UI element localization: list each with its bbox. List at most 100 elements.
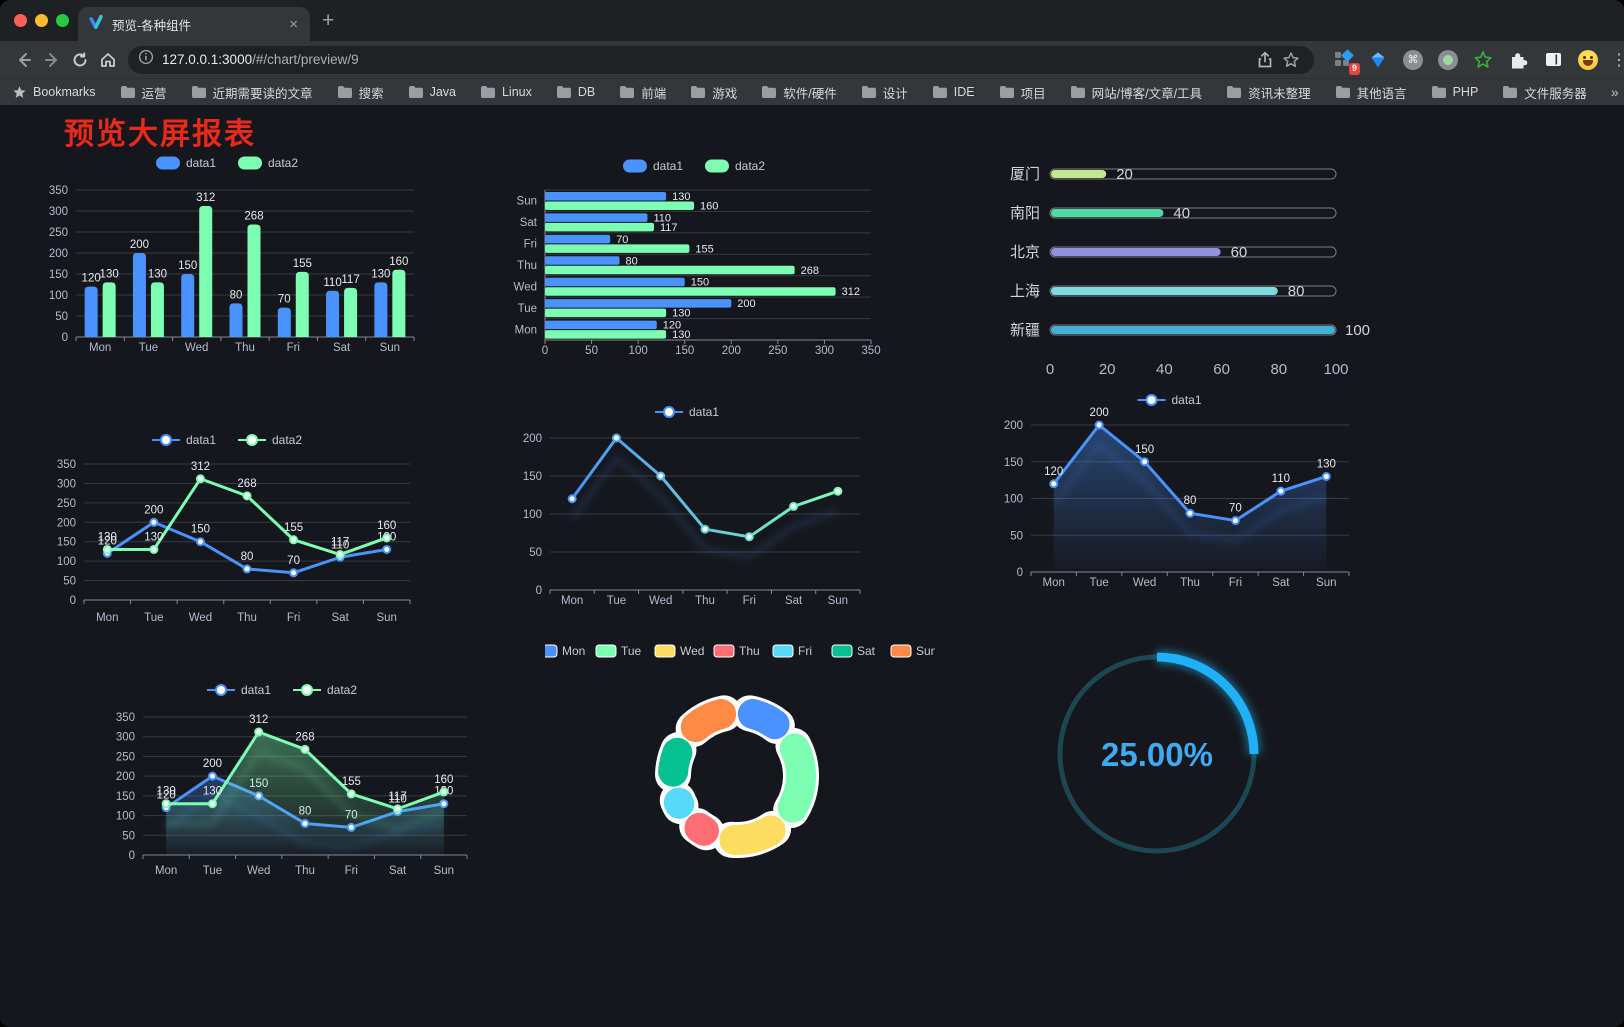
bookmark-folder[interactable]: 网站/博客/文章/工具 (1070, 83, 1202, 102)
bookmark-folder[interactable]: Java (408, 85, 456, 99)
svg-text:350: 350 (49, 185, 68, 197)
svg-text:200: 200 (57, 517, 76, 529)
svg-text:100: 100 (523, 509, 542, 521)
svg-text:50: 50 (1010, 530, 1023, 542)
svg-text:120: 120 (82, 273, 101, 285)
svg-text:data2: data2 (327, 683, 357, 697)
zoom-window-button[interactable] (56, 14, 69, 27)
tab-manager-extension-icon[interactable]: 9 (1332, 48, 1360, 75)
svg-text:100: 100 (49, 290, 68, 302)
bookmark-folder[interactable]: 前端 (619, 83, 666, 102)
forward-icon[interactable] (38, 46, 66, 74)
svg-text:data1: data1 (653, 159, 683, 173)
svg-text:80: 80 (241, 551, 254, 563)
svg-text:Sat: Sat (332, 612, 350, 624)
tab-title: 预览-各种组件 (112, 18, 192, 33)
svg-text:200: 200 (737, 298, 755, 310)
emoji-extension-icon[interactable] (1577, 49, 1599, 71)
bookmark-folder-label: 文件服务器 (1524, 86, 1587, 101)
command-extension-icon[interactable]: ⌘ (1402, 49, 1424, 71)
svg-text:0: 0 (1017, 567, 1023, 579)
gem-extension-icon[interactable] (1367, 49, 1389, 71)
chart-grouped-bar: Mon Tue Wed Thu Fri Sat Sun 0 50 100 150 200 250 300 3… (30, 148, 428, 360)
svg-text:Tue: Tue (518, 303, 537, 315)
svg-text:Thu: Thu (1180, 577, 1200, 589)
bookmark-folder[interactable]: 搜索 (337, 83, 384, 102)
svg-text:Tue: Tue (144, 612, 163, 624)
bookmark-folder[interactable]: 游戏 (690, 83, 737, 102)
svg-text:130: 130 (100, 268, 119, 280)
bookmark-folder[interactable]: 文件服务器 (1502, 83, 1587, 102)
svg-text:data1: data1 (241, 683, 271, 697)
bookmark-folder-label: 运营 (141, 86, 167, 101)
address-bar[interactable]: 127.0.0.1:3000/#/chart/preview/9 (128, 45, 1314, 74)
bookmark-folder[interactable]: IDE (932, 85, 975, 99)
extensions-puzzle-icon[interactable] (1507, 49, 1529, 71)
svg-text:312: 312 (842, 286, 860, 298)
minimize-window-button[interactable] (35, 14, 48, 27)
chart-progress-bars: 厦门 20 南阳 40 北京 60 上海 80 新疆 100 0 20 40 60 80 100 (998, 158, 1378, 383)
svg-text:200: 200 (144, 504, 163, 516)
bookmarks-bar: Bookmarks 运营 近期需要读的文章 搜索 Java Linux DB 前端 游戏 软件/… (0, 78, 1624, 105)
new-tab-button[interactable]: + (322, 9, 335, 32)
svg-text:50: 50 (585, 345, 598, 357)
bookmark-folder-label: 软件/硬件 (783, 86, 837, 101)
bookmark-folder[interactable]: Linux (480, 85, 532, 99)
svg-text:110: 110 (331, 539, 349, 551)
bookmark-folder[interactable]: DB (556, 85, 595, 99)
svg-text:Sat: Sat (1272, 577, 1290, 589)
browser-tab[interactable]: 预览-各种组件 × (78, 7, 310, 41)
bookmark-folder[interactable]: 项目 (999, 83, 1046, 102)
svg-text:100: 100 (1323, 361, 1348, 378)
back-icon[interactable] (10, 46, 38, 74)
menu-kebab-icon[interactable]: ⋮ (1611, 51, 1624, 69)
svg-text:Sun: Sun (916, 644, 935, 658)
site-info-icon[interactable] (138, 49, 154, 70)
star-extension-icon[interactable] (1472, 49, 1494, 71)
bookmark-folder[interactable]: 资讯未整理 (1226, 83, 1311, 102)
svg-text:110: 110 (388, 794, 406, 806)
traffic-lights (14, 14, 69, 27)
svg-text:25.00%: 25.00% (1101, 736, 1213, 773)
svg-text:0: 0 (536, 585, 542, 597)
svg-text:20: 20 (1099, 361, 1116, 378)
svg-text:data1: data1 (186, 156, 216, 170)
svg-text:Sun: Sun (376, 612, 396, 624)
svg-text:250: 250 (49, 227, 68, 239)
bookmark-folder[interactable]: PHP (1431, 85, 1478, 99)
close-window-button[interactable] (14, 14, 27, 27)
svg-text:350: 350 (861, 345, 880, 357)
reload-icon[interactable] (66, 46, 94, 74)
svg-text:0: 0 (542, 345, 548, 357)
svg-text:200: 200 (1004, 420, 1023, 432)
svg-text:200: 200 (203, 758, 222, 770)
bookmark-folder[interactable]: 其他语言 (1335, 83, 1407, 102)
bookmarks-root[interactable]: Bookmarks (12, 85, 96, 100)
svg-text:160: 160 (434, 774, 453, 786)
svg-text:50: 50 (63, 576, 76, 588)
bookmark-folder[interactable]: 软件/硬件 (761, 83, 837, 102)
bookmark-folder[interactable]: 设计 (861, 83, 908, 102)
share-icon[interactable] (1252, 46, 1278, 74)
page-content: 预览大屏报表 Mon Tue Wed Thu Fri Sat Sun 0 50 100 150 200… (0, 105, 1624, 1027)
svg-text:312: 312 (191, 461, 210, 473)
recorder-extension-icon[interactable] (1437, 49, 1459, 71)
svg-text:Sat: Sat (389, 865, 407, 877)
tab-close-icon[interactable]: × (289, 15, 298, 33)
svg-text:0: 0 (1046, 361, 1054, 378)
svg-text:Tue: Tue (139, 342, 158, 354)
side-panel-icon[interactable] (1542, 49, 1564, 71)
bookmark-folder[interactable]: 运营 (120, 83, 167, 102)
svg-text:50: 50 (122, 830, 135, 842)
bookmark-folder[interactable]: 近期需要读的文章 (191, 83, 313, 102)
svg-text:北京: 北京 (1010, 244, 1040, 261)
home-icon[interactable] (94, 46, 122, 74)
svg-text:155: 155 (695, 243, 713, 255)
svg-text:60: 60 (1231, 244, 1248, 261)
bookmark-folder-label: 游戏 (712, 86, 738, 101)
svg-text:120: 120 (98, 535, 117, 547)
bookmarks-overflow-chevron[interactable]: » (1610, 84, 1619, 100)
svg-text:350: 350 (116, 712, 135, 724)
bookmark-star-icon[interactable] (1278, 46, 1304, 74)
svg-text:312: 312 (196, 192, 215, 204)
